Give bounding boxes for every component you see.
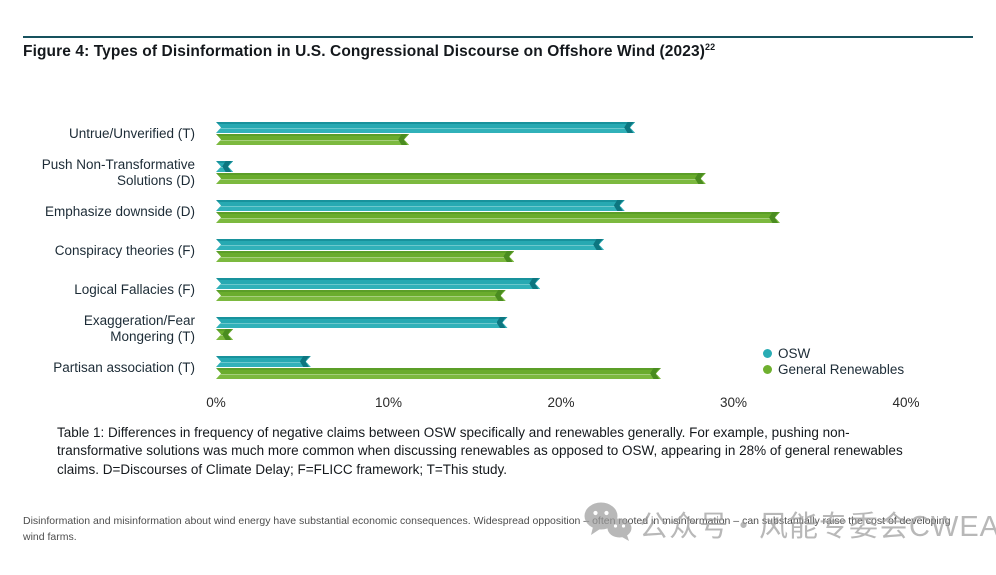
legend-label-osw: OSW: [778, 346, 811, 361]
bar-osw: [216, 278, 540, 289]
bar-osw: [216, 122, 635, 133]
ribbon-chevron-icon: [614, 200, 623, 211]
bar-general-renewables: [216, 173, 706, 184]
bar-general-renewables: [216, 212, 780, 223]
chart-row: Exaggeration/Fear Mongering (T): [23, 313, 973, 344]
ribbon-chevron-icon: [650, 368, 659, 379]
title-rule: [23, 36, 973, 38]
figure-title-text: Figure 4: Types of Disinformation in U.S…: [23, 43, 705, 61]
chart-row: Emphasize downside (D): [23, 200, 973, 223]
bar-chart: Untrue/Unverified (T) Push Non-Transforma…: [23, 122, 973, 415]
bar-group: [216, 278, 906, 301]
bar-general-renewables: [216, 290, 506, 301]
chart-row: Conspiracy theories (F): [23, 239, 973, 262]
bar-general-renewables: [216, 368, 661, 379]
chart-row: Push Non-Transformative Solutions (D): [23, 157, 973, 188]
legend-item-general-renewables: General Renewables: [763, 362, 904, 377]
category-label: Exaggeration/Fear Mongering (T): [83, 312, 195, 344]
bar-group: [216, 200, 906, 223]
ribbon-chevron-icon: [624, 122, 633, 133]
ribbon-chevron-icon: [300, 356, 309, 367]
footer-text: Disinformation and misinformation about …: [23, 515, 951, 543]
ribbon-chevron-icon: [222, 161, 231, 172]
x-tick: 40%: [892, 395, 920, 410]
ribbon-chevron-icon: [222, 329, 231, 340]
x-tick: 30%: [719, 395, 748, 410]
ribbon-chevron-icon: [695, 173, 704, 184]
ribbon-chevron-icon: [497, 317, 506, 328]
bar-osw: [216, 200, 625, 211]
chart-row: Untrue/Unverified (T): [23, 122, 973, 145]
ribbon-chevron-icon: [495, 290, 504, 301]
bar-group: [216, 356, 906, 379]
bar-general-renewables: [216, 329, 233, 340]
x-tick: 20%: [547, 395, 575, 410]
category-label: Conspiracy theories (F): [54, 242, 195, 258]
bar-osw: [216, 239, 604, 250]
ribbon-chevron-icon: [529, 278, 538, 289]
bar-group: [216, 122, 906, 145]
category-label: Push Non-Transformative Solutions (D): [41, 156, 195, 188]
x-tick: 10%: [374, 395, 403, 410]
footnote-superscript: 22: [704, 42, 716, 52]
legend-item-osw: OSW: [763, 346, 904, 361]
bar-osw: [216, 317, 508, 328]
bar-group: [216, 317, 906, 340]
bar-group: [216, 161, 906, 184]
legend: OSW General Renewables: [763, 346, 904, 378]
x-axis: 0% 10% 20% 30% 40%: [206, 395, 919, 415]
bar-osw: [216, 356, 311, 367]
chart-row: Partisan association (T): [23, 356, 973, 379]
legend-label-general-renewables: General Renewables: [778, 362, 905, 377]
figure-caption: Table 1: Differences in frequency of neg…: [57, 425, 903, 477]
category-label: Partisan association (T): [53, 359, 195, 375]
legend-dot-osw: [763, 349, 772, 358]
category-label: Logical Fallacies (F): [74, 281, 195, 297]
ribbon-chevron-icon: [593, 239, 602, 250]
bar-general-renewables: [216, 251, 514, 262]
bar-group: [216, 239, 906, 262]
ribbon-chevron-icon: [398, 134, 407, 145]
figure-title: Figure 4: Types of Disinformation in U.S…: [23, 42, 715, 61]
category-label: Emphasize downside (D): [44, 203, 195, 219]
bar-osw: [216, 161, 233, 172]
x-tick: 0%: [206, 395, 226, 410]
chart-row: Logical Fallacies (F): [23, 278, 973, 301]
ribbon-chevron-icon: [769, 212, 778, 223]
chart-rows: Untrue/Unverified (T) Push Non-Transforma…: [23, 122, 973, 379]
category-label: Untrue/Unverified (T): [68, 125, 195, 141]
bar-general-renewables: [216, 134, 409, 145]
legend-dot-general-renewables: [763, 365, 772, 374]
ribbon-chevron-icon: [503, 251, 512, 262]
